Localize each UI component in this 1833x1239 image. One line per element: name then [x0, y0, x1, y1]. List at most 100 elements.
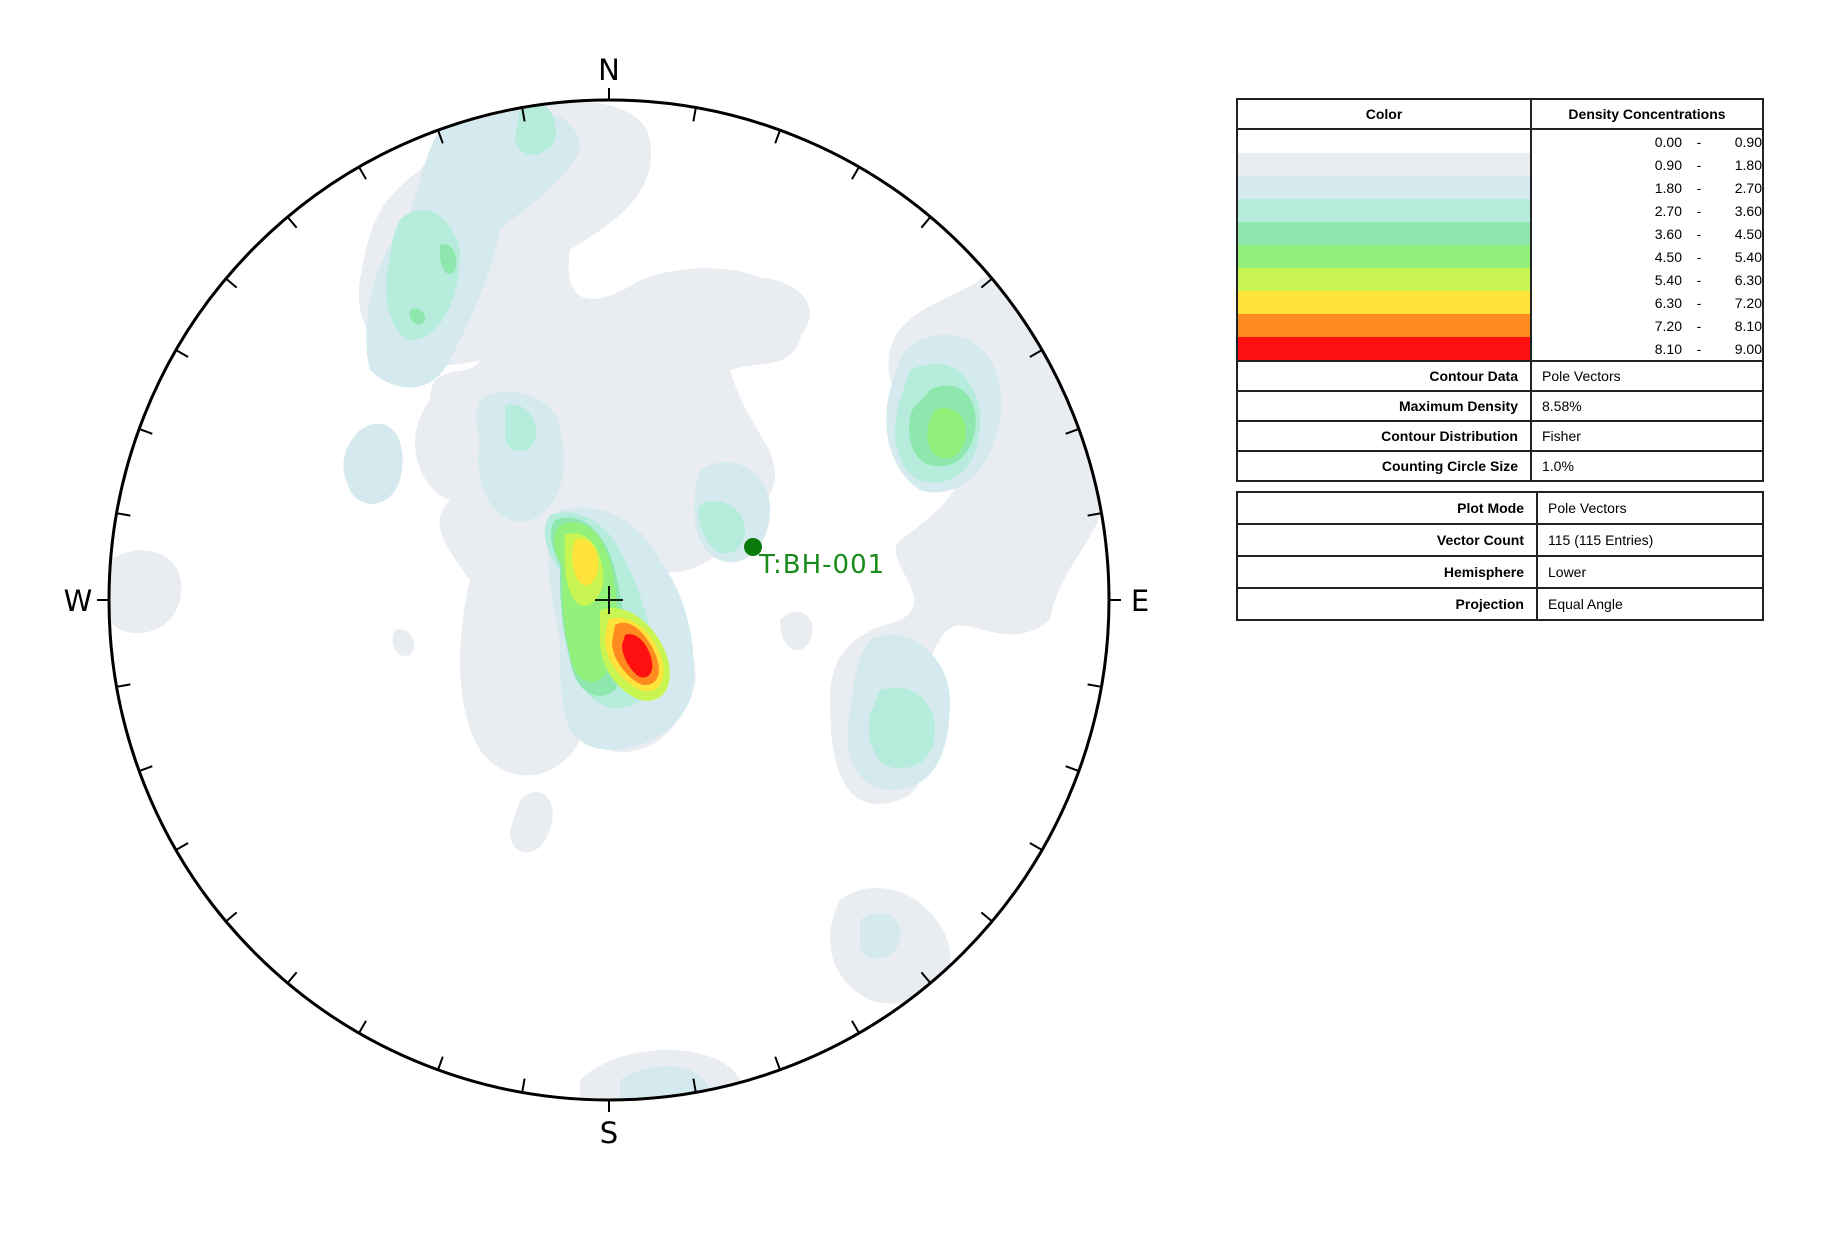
azimuth-tick	[521, 107, 526, 122]
azimuth-tick	[437, 1056, 444, 1071]
legend-range-row: 5.40- 6.30	[1532, 268, 1762, 291]
plot-property-label: Projection	[1236, 587, 1538, 621]
azimuth-tick	[175, 842, 189, 851]
range-high: 4.50	[1734, 225, 1762, 242]
contour-properties: Contour Data Pole Vectors Maximum Density 8…	[1236, 360, 1764, 482]
plot-properties-table: Plot Mode Pole Vectors Vector Count 115 (11…	[1236, 491, 1764, 621]
plot-property-row: Vector Count 115 (115 Entries)	[1236, 523, 1764, 557]
range-dash: -	[1696, 294, 1702, 311]
range-high: 1.80	[1734, 156, 1762, 173]
azimuth-tick	[920, 216, 932, 229]
azimuth-tick	[1087, 512, 1102, 517]
azimuth-tick	[521, 1078, 526, 1093]
azimuth-tick	[851, 1020, 860, 1034]
legend-range-column: 0.00-0.90 0.90-1.80 1.80-2.70 2.70-3.60 3.60…	[1530, 128, 1764, 362]
plot-property-value: Lower	[1536, 555, 1764, 589]
azimuth-tick	[920, 971, 932, 984]
contour-property-row: Maximum Density 8.58%	[1236, 390, 1764, 422]
range-dash: -	[1696, 248, 1702, 265]
contour-property-row: Counting Circle Size 1.0%	[1236, 450, 1764, 482]
range-low: 2.70	[1654, 202, 1682, 219]
range-low: 7.20	[1654, 317, 1682, 334]
legend-swatch	[1238, 153, 1530, 176]
plot-property-row: Projection Equal Angle	[1236, 587, 1764, 621]
legend-swatch	[1238, 268, 1530, 291]
range-high: 5.40	[1734, 248, 1762, 265]
range-dash: -	[1696, 225, 1702, 242]
range-low: 0.00	[1654, 133, 1682, 150]
range-low: 3.60	[1654, 225, 1682, 242]
range-dash: -	[1696, 202, 1702, 219]
plot-property-row: Hemisphere Lower	[1236, 555, 1764, 589]
azimuth-tick	[1029, 842, 1043, 851]
azimuth-tick	[692, 107, 697, 122]
azimuth-tick	[116, 683, 131, 688]
legend-swatch	[1238, 337, 1530, 360]
trend-marker-point	[744, 538, 762, 556]
legend-ranges: 0.00-0.90 0.90-1.80 1.80-2.70 2.70-3.60 3.60…	[1532, 130, 1762, 360]
azimuth-tick	[225, 911, 238, 923]
plot-property-value: 115 (115 Entries)	[1536, 523, 1764, 557]
legend-swatch	[1238, 130, 1530, 153]
contour-property-row: Contour Data Pole Vectors	[1236, 360, 1764, 392]
azimuth-tick	[358, 1020, 367, 1034]
range-low: 0.90	[1654, 156, 1682, 173]
range-dash: -	[1696, 133, 1702, 150]
range-dash: -	[1696, 179, 1702, 196]
legend-swatches	[1238, 130, 1530, 360]
range-low: 5.40	[1654, 271, 1682, 288]
legend-range-row: 6.30- 7.20	[1532, 291, 1762, 314]
range-low: 4.50	[1654, 248, 1682, 265]
legend-swatch	[1238, 222, 1530, 245]
plot-property-label: Vector Count	[1236, 523, 1538, 557]
stereonet-plot: N S E W T:BH-001	[64, 53, 1150, 1150]
plot-property-value: Pole Vectors	[1536, 491, 1764, 525]
azimuth-tick	[286, 216, 298, 229]
plot-property-row: Plot Mode Pole Vectors	[1236, 491, 1764, 525]
contour-property-row: Contour Distribution Fisher	[1236, 420, 1764, 452]
center-cross	[595, 586, 623, 614]
plot-property-value: Equal Angle	[1536, 587, 1764, 621]
contour-property-value: Pole Vectors	[1530, 360, 1764, 392]
density-legend-table: Color Density Concentrations 0.00-0.90 0.…	[1236, 98, 1764, 482]
compass-west: W	[64, 584, 93, 618]
legend-range-row: 2.70- 3.60	[1532, 199, 1762, 222]
azimuth-tick	[286, 971, 298, 984]
trend-marker-label: T:BH-001	[758, 550, 885, 580]
azimuth-tick	[1065, 765, 1080, 772]
legend-range-row: 0.00- 0.90	[1532, 130, 1762, 153]
azimuth-tick	[358, 166, 367, 180]
azimuth-tick	[1029, 349, 1043, 358]
range-dash: -	[1696, 271, 1702, 288]
legend-swatch-column	[1236, 128, 1532, 362]
compass-south: S	[600, 1116, 618, 1150]
azimuth-tick	[1087, 683, 1102, 688]
range-high: 8.10	[1734, 317, 1762, 334]
plot-property-label: Hemisphere	[1236, 555, 1538, 589]
azimuth-tick	[437, 129, 444, 144]
range-high: 7.20	[1734, 294, 1762, 311]
azimuth-tick	[175, 349, 189, 358]
compass-east: E	[1131, 584, 1149, 618]
legend-density-header: Density Concentrations	[1530, 98, 1764, 130]
legend-swatch	[1238, 314, 1530, 337]
legend-range-row: 3.60- 4.50	[1532, 222, 1762, 245]
legend-color-header: Color	[1236, 98, 1532, 130]
plot-property-label: Plot Mode	[1236, 491, 1538, 525]
azimuth-tick	[851, 166, 860, 180]
contour-property-label: Contour Data	[1236, 360, 1532, 392]
range-low: 6.30	[1654, 294, 1682, 311]
azimuth-tick	[138, 428, 153, 435]
contour-property-label: Contour Distribution	[1236, 420, 1532, 452]
range-high: 3.60	[1734, 202, 1762, 219]
contour-property-value: 1.0%	[1530, 450, 1764, 482]
range-high: 0.90	[1734, 133, 1762, 150]
range-high: 6.30	[1734, 271, 1762, 288]
contour-property-value: Fisher	[1530, 420, 1764, 452]
azimuth-tick	[774, 1056, 781, 1071]
azimuth-tick	[225, 277, 238, 289]
contour-property-label: Counting Circle Size	[1236, 450, 1532, 482]
legend-range-row: 4.50- 5.40	[1532, 245, 1762, 268]
contour-property-label: Maximum Density	[1236, 390, 1532, 422]
azimuth-tick	[980, 911, 993, 923]
